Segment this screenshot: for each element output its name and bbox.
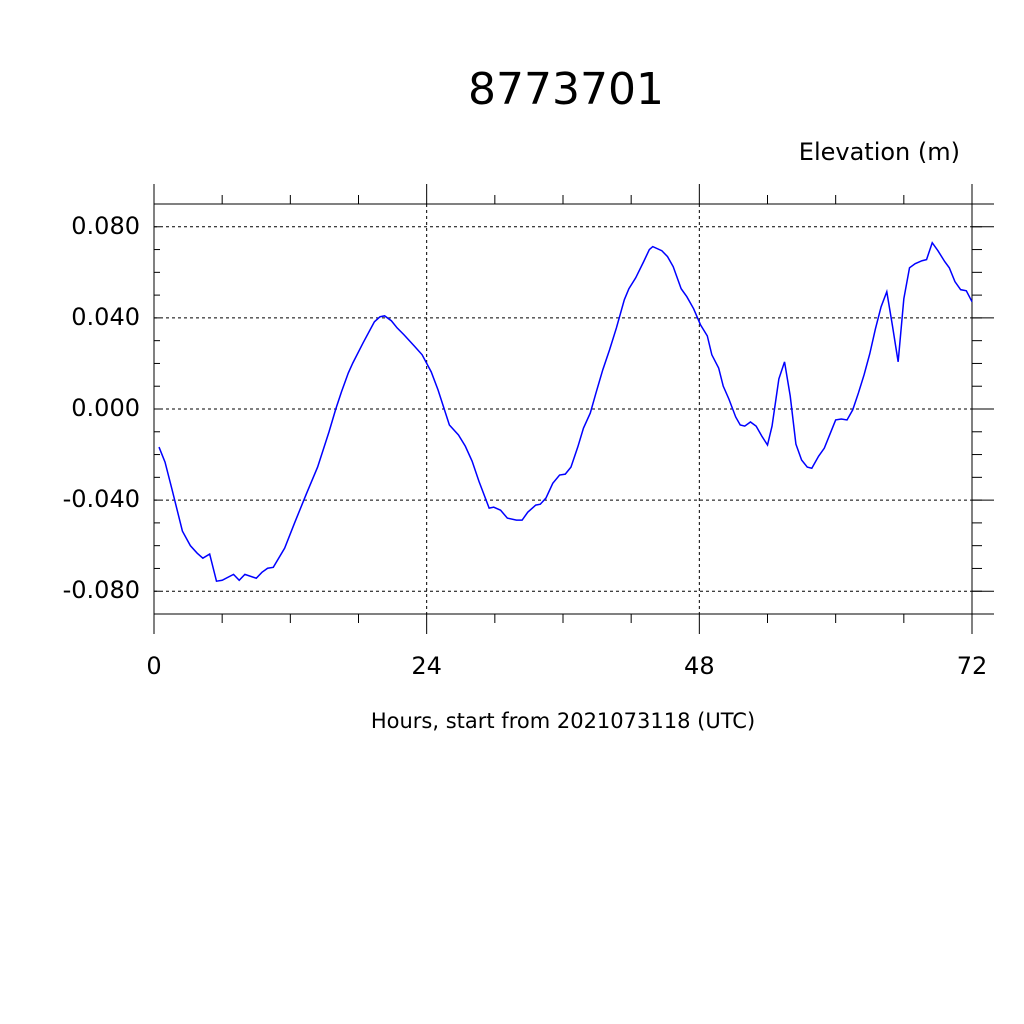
- y-tick-label: 0.080: [71, 212, 140, 240]
- x-tick-label: 72: [957, 652, 988, 680]
- data-line: [158, 241, 973, 583]
- subtitle: Elevation (m): [799, 138, 960, 166]
- x-tick-label: 24: [411, 652, 442, 680]
- y-tick-label: 0.000: [71, 394, 140, 422]
- y-tick-label: 0.040: [71, 303, 140, 331]
- y-tick-label: -0.080: [63, 576, 140, 604]
- x-tick-label: 0: [146, 652, 161, 680]
- y-tick-label: -0.040: [63, 485, 140, 513]
- x-tick-label: 48: [684, 652, 715, 680]
- chart-title: 8773701: [468, 64, 664, 115]
- x-axis-label: Hours, start from 2021073118 (UTC): [371, 709, 755, 733]
